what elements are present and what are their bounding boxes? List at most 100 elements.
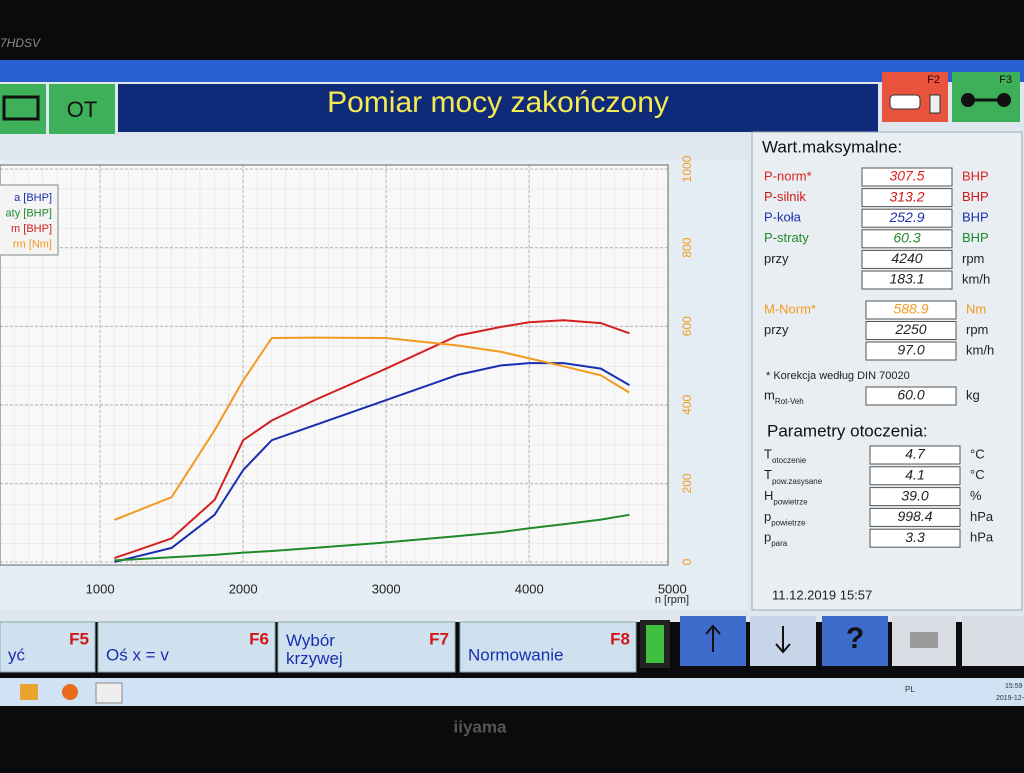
value: 183.1 <box>889 271 924 287</box>
function-button[interactable] <box>0 621 96 673</box>
y2-tick-label: 800 <box>680 237 694 257</box>
ot-button[interactable] <box>49 84 115 134</box>
function-label-line: krzywej <box>286 649 343 668</box>
unit: °C <box>970 446 985 461</box>
last-button[interactable] <box>962 616 1024 666</box>
value: 39.0 <box>901 487 928 503</box>
row-label: przy <box>764 322 789 337</box>
unit: km/h <box>962 271 990 286</box>
title: Pomiar mocy zakończony <box>327 86 669 119</box>
help-button[interactable] <box>822 616 888 666</box>
row-label-sub: powietrze <box>773 498 808 507</box>
y2-tick-label: 0 <box>680 558 694 565</box>
value: 60.0 <box>897 387 924 403</box>
x-axis-label: n [rpm] <box>655 594 689 606</box>
value-box <box>861 270 953 290</box>
clock: 15:59 <box>1005 683 1023 690</box>
row-label: P-norm* <box>764 168 812 183</box>
unit: rpm <box>966 322 988 337</box>
plot-border <box>0 164 669 566</box>
y2-tick-label: 600 <box>680 316 694 336</box>
legend-entry: m [BHP] <box>11 223 52 235</box>
x-tick-label: 3000 <box>372 581 401 596</box>
row-label-sub: pow.zasysane <box>772 477 823 486</box>
function-label: Wybór krzywej <box>286 631 343 668</box>
f2-key: F2 <box>927 74 940 86</box>
value: 307.5 <box>889 168 924 184</box>
function-key: F8 <box>610 629 630 648</box>
ot-label: OT <box>67 97 98 122</box>
value: 2250 <box>894 321 926 337</box>
function-button[interactable] <box>277 621 456 673</box>
help-label: ? <box>846 622 864 655</box>
taskbar <box>0 678 1024 706</box>
env-title: Parametry otoczenia: <box>767 421 928 440</box>
x-tick-label: 2000 <box>229 581 258 596</box>
y2-tick-label: 400 <box>680 394 694 414</box>
value: 588.9 <box>893 301 928 317</box>
footer: F5 yć F6 Oś x = v F7 Wybór krzywej F8 Normowanie <box>0 621 637 673</box>
function-key: F6 <box>249 629 269 648</box>
unit: hPa <box>970 530 994 545</box>
function-label-line: Wybór <box>286 631 335 650</box>
value-box <box>869 507 961 527</box>
unit: BHP <box>962 230 989 245</box>
row-label: M-Norm* <box>764 301 816 316</box>
f3-key: F3 <box>999 74 1012 86</box>
function-label: Normowanie <box>468 645 563 664</box>
unit: km/h <box>966 342 994 357</box>
value-box <box>869 466 961 486</box>
note: * Korekcja według DIN 70020 <box>766 370 910 382</box>
unit: Nm <box>966 301 986 316</box>
value-box <box>865 321 957 340</box>
x-tick-label: 4000 <box>515 581 544 596</box>
row-label-sub: otoczenie <box>772 456 807 465</box>
window-bar <box>0 60 1024 82</box>
unit: BHP <box>962 210 989 225</box>
row-label: P-silnik <box>764 189 806 204</box>
x-tick-label: 1000 <box>86 581 115 596</box>
row-label-sub: para <box>771 539 788 548</box>
function-button[interactable] <box>459 621 637 673</box>
y2-tick-label: 1000 <box>680 155 694 182</box>
value: 4240 <box>891 250 922 266</box>
function-key: F5 <box>69 629 89 648</box>
x-tick-label: 5000 <box>658 581 687 596</box>
series-line <box>114 336 630 521</box>
row-label: P-straty <box>764 230 809 245</box>
series-line <box>114 513 630 562</box>
unit: BHP <box>962 189 989 204</box>
y2-tick-label: 200 <box>680 473 694 493</box>
function-label: Oś x = v <box>106 645 169 664</box>
brand: iiyama <box>454 717 507 736</box>
panel-title: Wart.maksymalne: <box>762 137 902 156</box>
value: 998.4 <box>897 508 932 524</box>
value-box <box>861 249 953 269</box>
unit: % <box>970 488 982 503</box>
value-box <box>861 208 953 228</box>
unit: °C <box>970 467 985 482</box>
value-box <box>869 528 961 548</box>
lang: PL <box>905 685 915 694</box>
value-box <box>861 229 953 249</box>
legend-entry: a [BHP] <box>14 192 52 204</box>
value-box <box>869 487 961 507</box>
function-key: F7 <box>429 629 449 648</box>
value-box <box>865 386 957 406</box>
series-line <box>114 362 630 563</box>
unit: hPa <box>970 509 994 524</box>
value: 97.0 <box>897 342 924 358</box>
value: 252.9 <box>888 209 924 225</box>
bezel-model: 7HDSV <box>0 36 41 50</box>
value: 4.1 <box>905 467 924 483</box>
function-button[interactable] <box>97 621 276 673</box>
value-box <box>861 188 953 208</box>
row-label-sub: Rot-Veh <box>775 397 804 406</box>
unit: kg <box>966 387 980 402</box>
legend-entry: aty [BHP] <box>6 207 52 219</box>
legend-entry: rm [Nm] <box>13 238 52 250</box>
datetime: 11.12.2019 15:57 <box>772 587 872 602</box>
